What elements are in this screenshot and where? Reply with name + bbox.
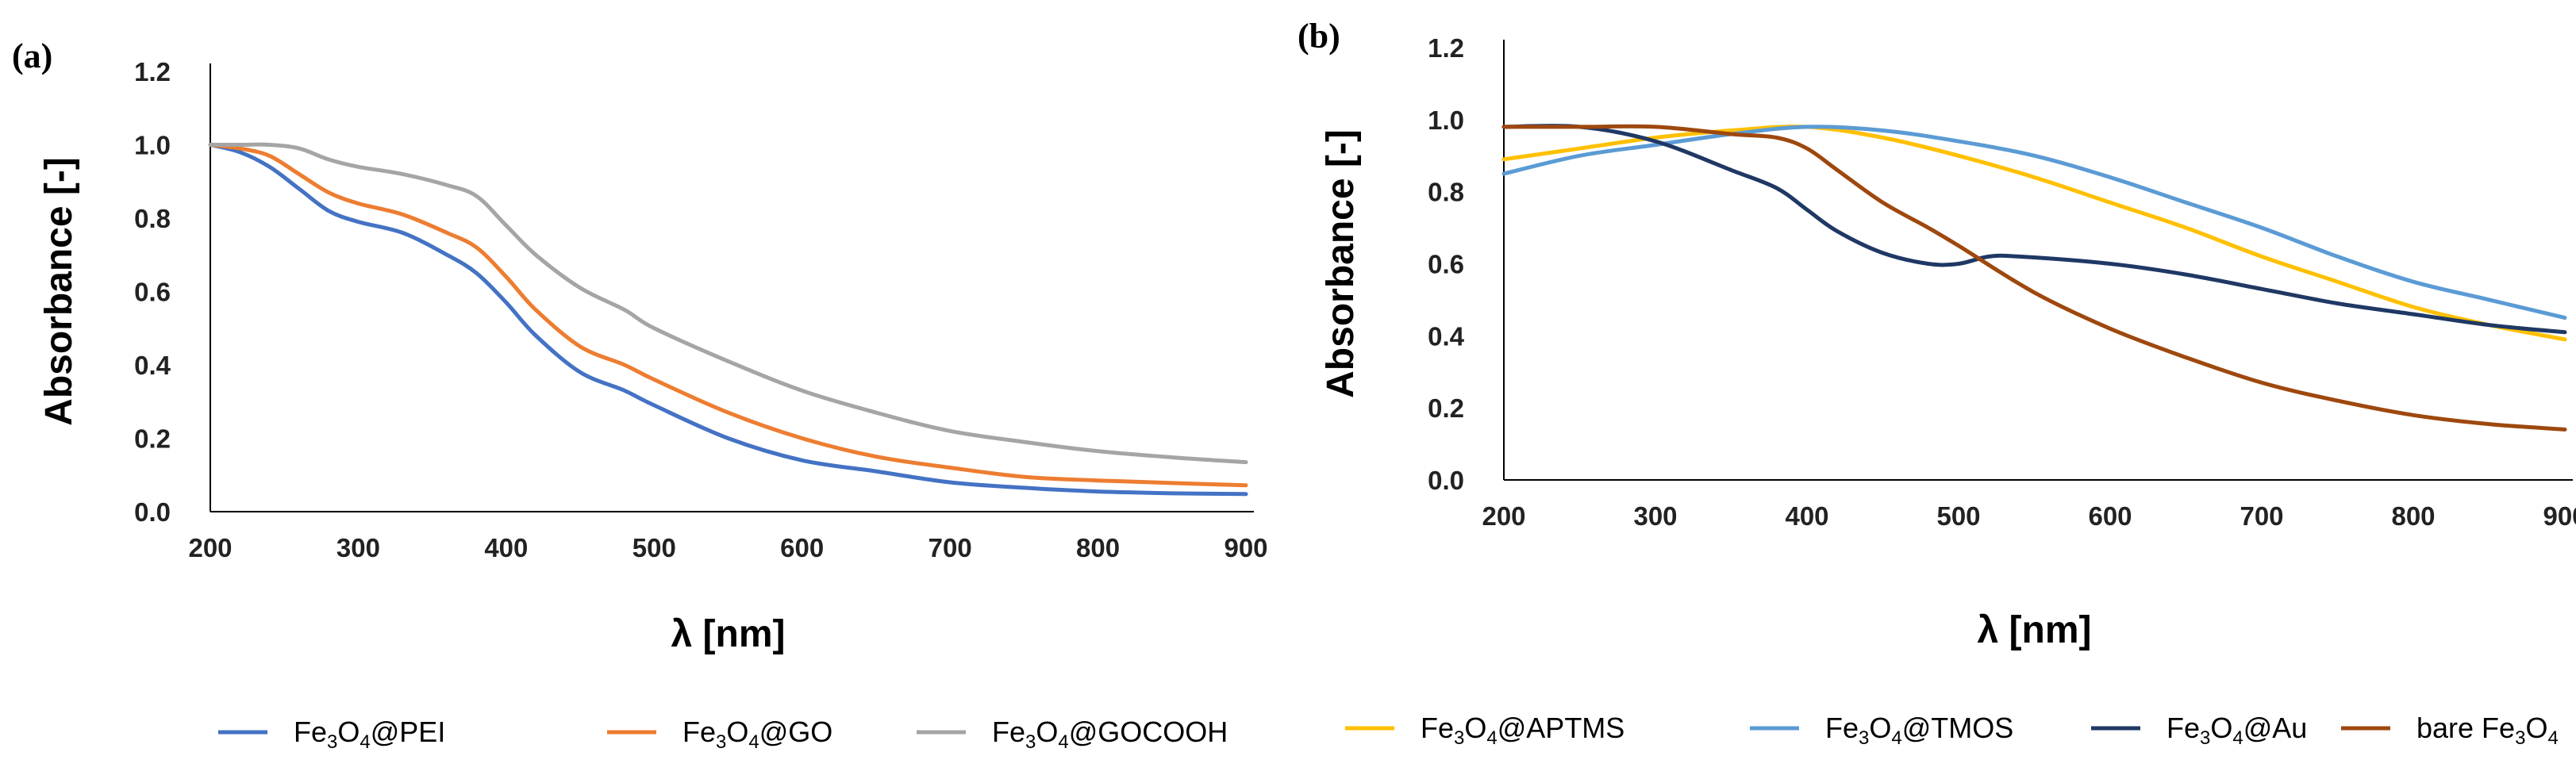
- x-tick-label: 300: [336, 533, 380, 562]
- x-tick-label: 800: [2391, 501, 2435, 531]
- x-tick-label: 700: [2240, 501, 2283, 531]
- y-tick-label: 1.0: [1428, 106, 1464, 135]
- series-line-au: [1501, 124, 2567, 335]
- legend-label-go: Fe3O4@GO: [682, 716, 832, 753]
- x-tick-label: 500: [1936, 501, 1980, 531]
- legend-item-go: Fe3O4@GO: [607, 716, 832, 753]
- x-tick-label: 600: [2088, 501, 2132, 531]
- y-tick-label: 0.0: [1428, 466, 1464, 495]
- y-tick-label: 0.0: [134, 497, 171, 527]
- y-tick-label: 0.4: [134, 351, 171, 380]
- y-axis-title: Absorbance [-]: [1320, 129, 1362, 398]
- y-tick-label: 0.2: [134, 424, 171, 454]
- series-line-pei: [208, 143, 1248, 497]
- legend-item-aptms: Fe3O4@APTMS: [1345, 712, 1624, 749]
- x-tick-label: 400: [1785, 501, 1828, 531]
- y-tick-label: 1.2: [134, 57, 171, 86]
- series-line-go: [208, 143, 1248, 488]
- y-tick-label: 0.6: [134, 278, 171, 307]
- legend-item-au: Fe3O4@Au: [2091, 712, 2307, 749]
- y-axis-title: Absorbance [-]: [38, 157, 80, 426]
- legend-label-gocooh: Fe3O4@GOCOOH: [992, 716, 1228, 753]
- y-tick-label: 0.6: [1428, 250, 1464, 279]
- legend-panel-a: Fe3O4@PEI Fe3O4@GO Fe3O4@GOCOOH: [218, 716, 1228, 753]
- legend-item-bare: bare Fe3O4: [2341, 712, 2559, 749]
- x-tick-label: 200: [1482, 501, 1525, 531]
- legend-label-bare: bare Fe3O4: [2416, 712, 2559, 749]
- x-axis-title: λ [nm]: [1978, 609, 2092, 651]
- y-tick-label: 0.2: [1428, 393, 1464, 423]
- legend-item-pei: Fe3O4@PEI: [218, 716, 445, 753]
- x-tick-label: 400: [484, 533, 528, 562]
- y-tick-label: 0.8: [1428, 178, 1464, 207]
- legend-label-pei: Fe3O4@PEI: [294, 716, 445, 753]
- x-tick-label: 200: [188, 533, 232, 562]
- x-tick-label: 600: [780, 533, 824, 562]
- legend-label-tmos: Fe3O4@TMOS: [1825, 712, 2013, 749]
- x-axis-title: λ [nm]: [671, 613, 786, 655]
- panel-a-chart: (a) 0.0 0.2 0.4 0.6 0.8 1.0 1.2 200 300 400 500 600 7…: [12, 36, 1268, 655]
- legend-panel-b: Fe3O4@APTMS Fe3O4@TMOS Fe3O4@Au bare Fe3O4: [1345, 712, 2559, 749]
- y-tick-label: 1.0: [134, 131, 171, 160]
- x-tick-label: 900: [2543, 501, 2576, 531]
- y-tick-label: 0.4: [1428, 321, 1465, 351]
- series-line-tmos: [1501, 125, 2567, 320]
- series-line-gocooh: [208, 142, 1248, 465]
- legend-label-au: Fe3O4@Au: [2167, 712, 2307, 749]
- panel-label-a: (a): [12, 36, 52, 75]
- y-tick-label: 0.8: [134, 204, 171, 233]
- series-line-aptms: [1501, 125, 2567, 342]
- x-tick-label: 300: [1633, 501, 1677, 531]
- series-line-bare: [1501, 124, 2567, 432]
- x-tick-label: 800: [1076, 533, 1120, 562]
- legend-item-tmos: Fe3O4@TMOS: [1750, 712, 2013, 749]
- panel-label-b: (b): [1298, 17, 1340, 56]
- panel-b-chart: (b) 0.0 0.2 0.4 0.6 0.8 1.0 1.2 200 300 400 500 600 7…: [1298, 17, 2576, 651]
- x-tick-label: 900: [1224, 533, 1267, 562]
- x-tick-label: 500: [632, 533, 676, 562]
- y-tick-label: 1.2: [1428, 33, 1464, 63]
- legend-item-gocooh: Fe3O4@GOCOOH: [917, 716, 1228, 753]
- legend-label-aptms: Fe3O4@APTMS: [1421, 712, 1624, 749]
- x-tick-label: 700: [929, 533, 972, 562]
